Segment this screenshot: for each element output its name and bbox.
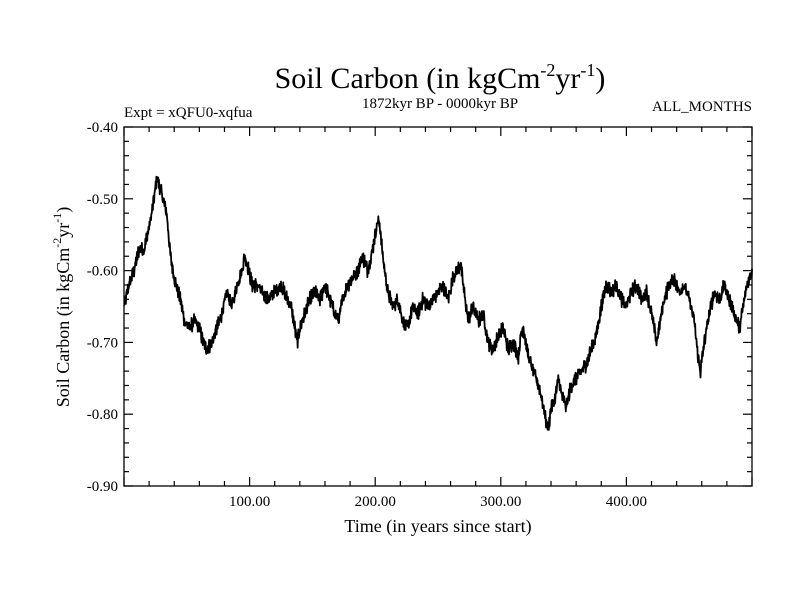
x-tick-label: 300.00: [480, 494, 521, 510]
y-tick-label: -0.90: [87, 479, 118, 495]
chart-title: Soil Carbon (in kgCm-2yr-1): [275, 60, 606, 95]
x-tick-label: 200.00: [355, 494, 396, 510]
y-tick-label: -0.40: [87, 120, 118, 136]
y-tick-label: -0.70: [87, 335, 118, 351]
subtitle-experiment: Expt = xQFU0-xqfua: [124, 105, 253, 121]
x-axis-label: Time (in years since start): [344, 516, 531, 537]
x-tick-label: 400.00: [606, 494, 647, 510]
subtitle-period: 1872kyr BP - 0000kyr BP: [362, 96, 518, 112]
plot-frame: [123, 126, 753, 487]
y-tick-label: -0.60: [87, 264, 118, 280]
y-tick-label: -0.50: [87, 192, 118, 208]
y-axis-label: Soil Carbon (in kgCm-2yr-1): [50, 207, 74, 408]
series-line-soil-carbon: [123, 175, 753, 431]
y-tick-label: -0.80: [87, 407, 118, 423]
subtitle-months: ALL_MONTHS: [652, 99, 752, 115]
x-tick-label: 100.00: [229, 494, 270, 510]
